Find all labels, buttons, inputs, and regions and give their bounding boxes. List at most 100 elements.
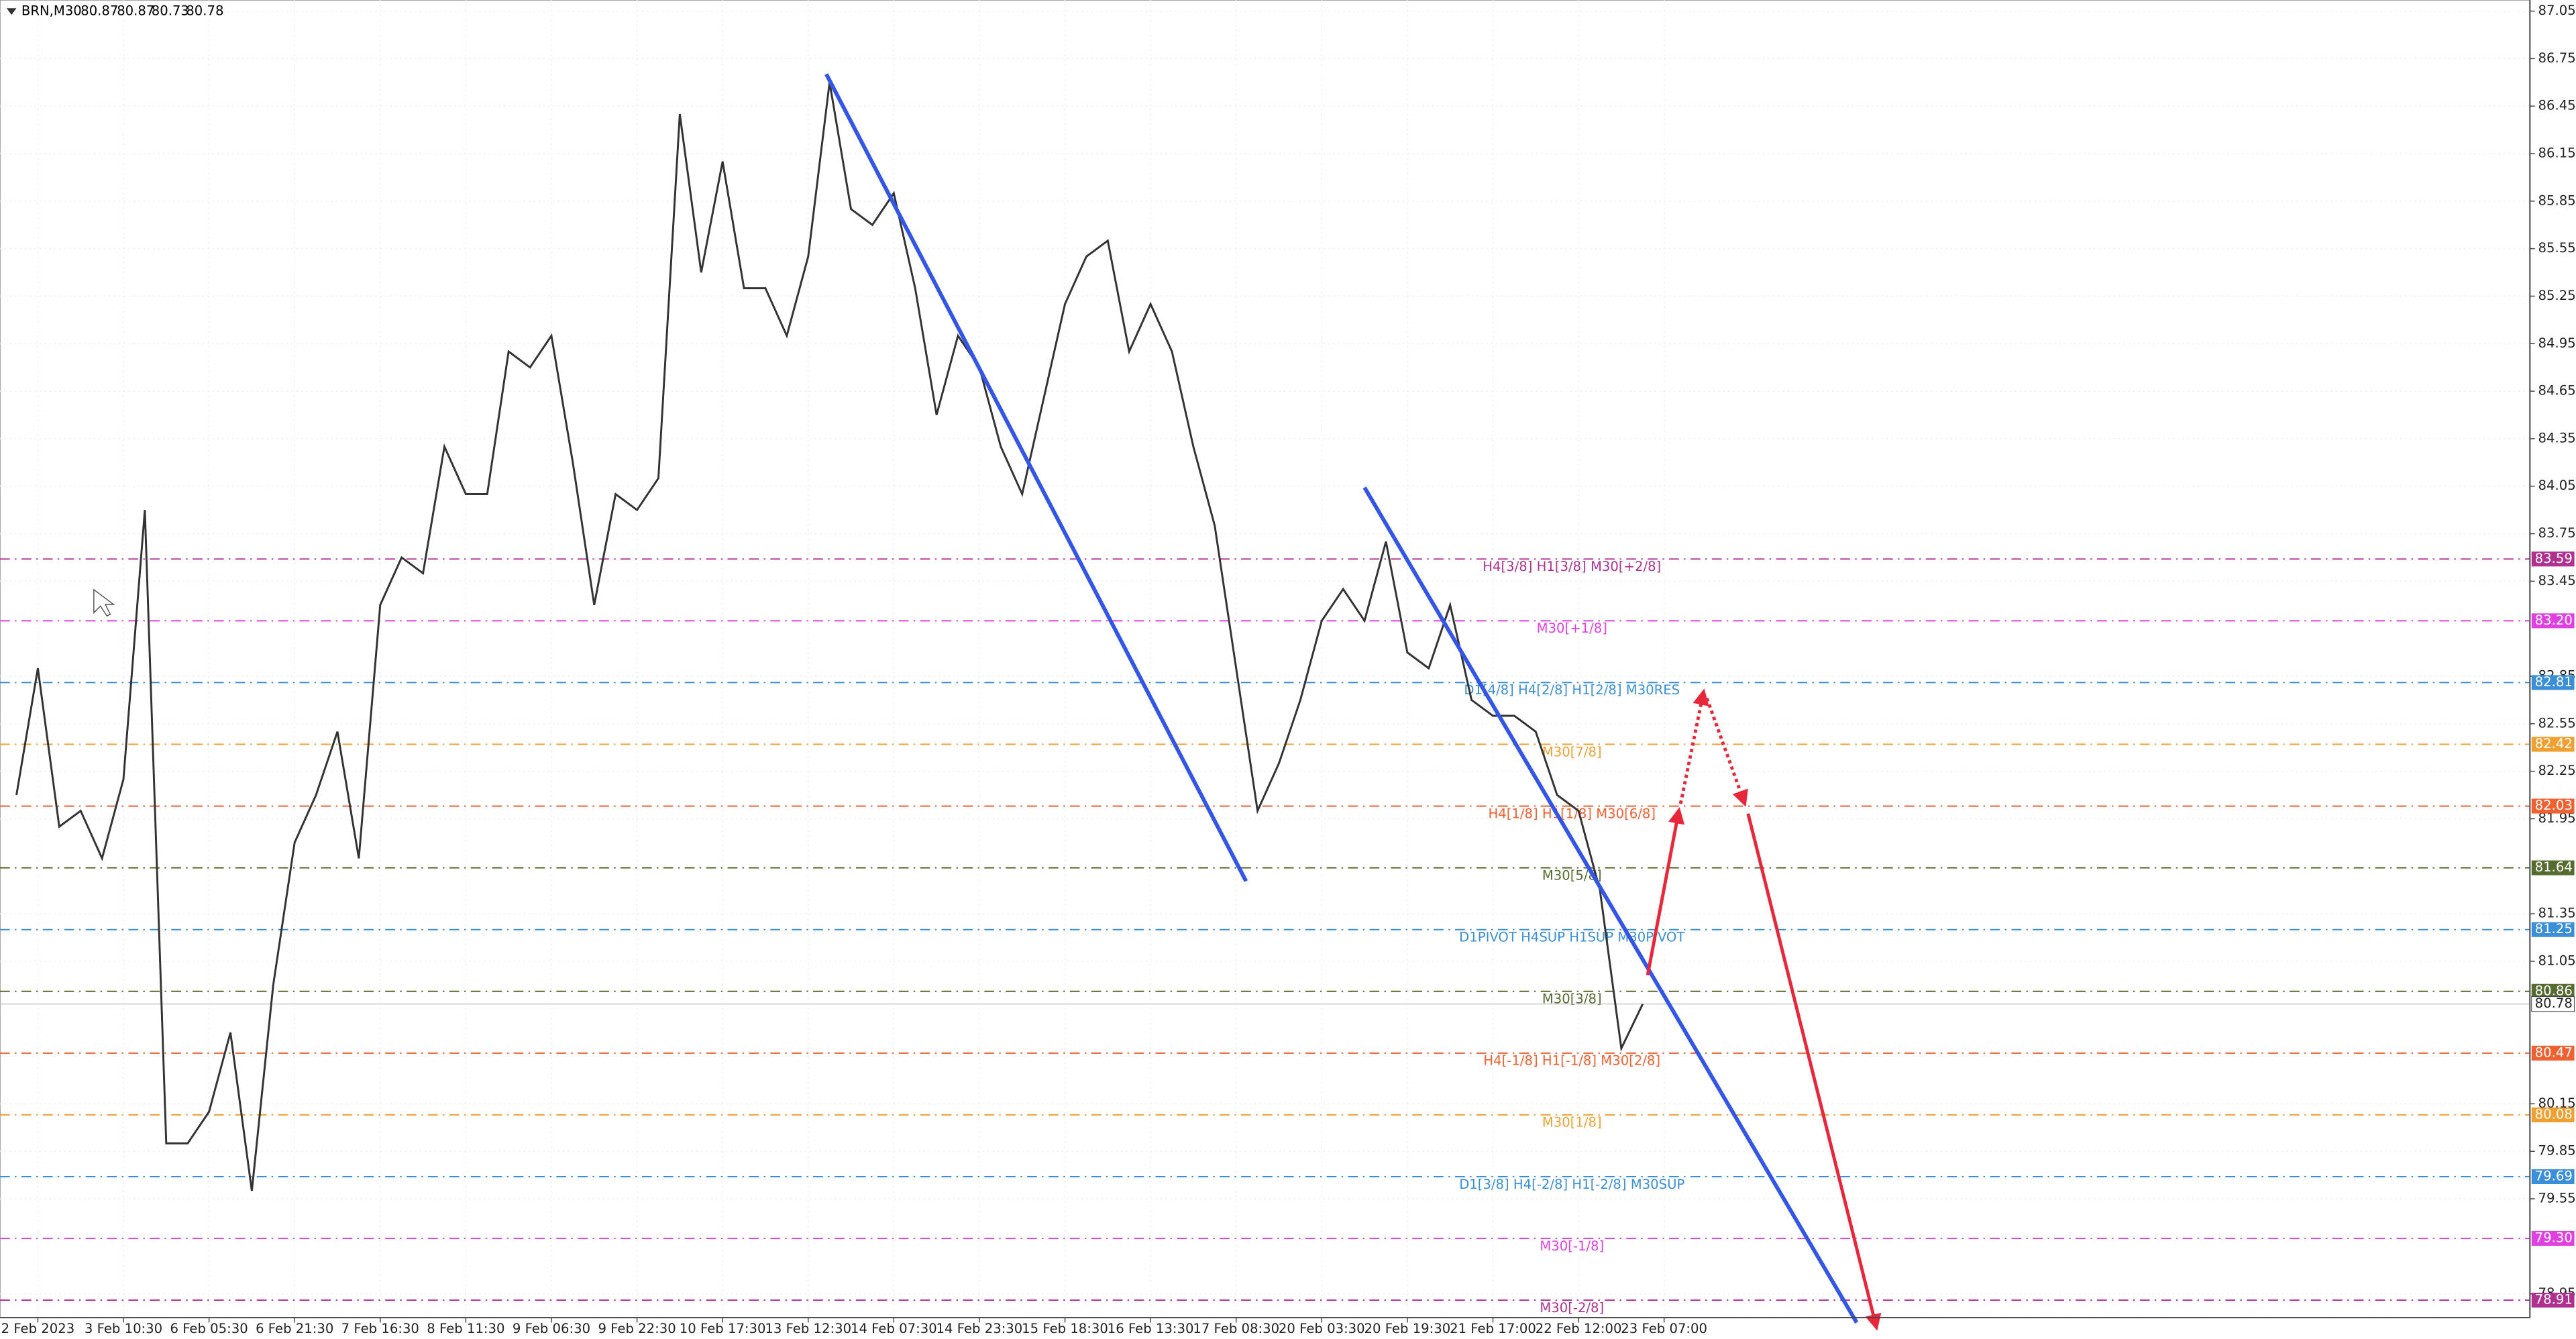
x-tick-label: 21 Feb 17:00 [1450,1321,1536,1336]
x-tick-label: 17 Feb 08:30 [1193,1321,1279,1336]
y-tick-label: 82.55 [2538,715,2576,731]
level-label: M30[-1/8] [1540,1238,1604,1254]
level-price-box [2531,613,2575,629]
price-box [2531,996,2575,1012]
level-price-box [2531,922,2575,937]
x-tick-label: 20 Feb 03:30 [1279,1321,1365,1336]
level-price-label: 80.86 [2535,983,2573,998]
trend-line [824,73,1248,882]
level-label: M30[5/8] [1542,867,1602,883]
annotations [93,73,1882,1331]
y-tick-label: 84.65 [2538,383,2576,398]
y-tick-label: 85.85 [2538,193,2576,208]
y-tick-label: 81.05 [2538,953,2576,968]
y-tick-label: 79.85 [2538,1143,2576,1159]
level-label: D1[4/8] H4[2/8] H1[2/8] M30RES [1464,682,1680,698]
header: BRN,M30 80.87 80.87 80.73 80.78 [6,3,223,19]
y-tick-label: 81.95 [2538,810,2576,826]
y-tick-label: 84.35 [2538,430,2576,445]
grid [0,0,2530,1318]
level-price-label: 82.03 [2535,798,2573,813]
y-tick-label: 79.55 [2538,1191,2576,1206]
x-tick-label: 8 Feb 11:30 [427,1321,504,1336]
y-tick-label: 83.75 [2538,525,2576,541]
y-tick-label: 82.25 [2538,763,2576,778]
y-tick-label: 85.25 [2538,288,2576,303]
y-tick-label: 84.05 [2538,478,2576,493]
arrow [1746,813,1882,1331]
y-tick-label: 84.95 [2538,335,2576,351]
level-price-box [2531,1107,2575,1122]
ohlc-open: 80.87 [80,3,118,19]
x-tick-label: 14 Feb 23:30 [936,1321,1023,1336]
ohlc-close: 80.78 [186,3,223,19]
header-icon [6,8,17,15]
x-tick-label: 20 Feb 19:30 [1364,1321,1451,1336]
level-label: H4[1/8] H1[1/8] M30[6/8] [1489,806,1656,821]
level-price-label: 79.69 [2535,1168,2573,1183]
level-label: H4[3/8] H1[3/8] M30[+2/8] [1483,559,1661,574]
price-label: 80.78 [2535,996,2573,1011]
symbol: BRN,M30 [21,3,82,19]
level-label: D1[3/8] H4[-2/8] H1[-2/8] M30SUP [1459,1177,1684,1192]
arrow [1705,698,1748,807]
level-price-label: 80.47 [2535,1045,2573,1060]
x-tick-label: 9 Feb 22:30 [598,1321,676,1336]
x-tick-label: 22 Feb 12:00 [1536,1321,1622,1336]
x-tick-label: 15 Feb 18:30 [1022,1321,1108,1336]
cursor [93,588,115,617]
level-price-label: 78.91 [2535,1292,2573,1307]
level-price-box [2531,798,2575,814]
x-tick-label: 16 Feb 13:30 [1108,1321,1194,1336]
level-price-box [2531,551,2575,567]
level-price-label: 83.20 [2535,612,2573,628]
level-label: M30[3/8] [1542,992,1602,1007]
level-price-box [2531,1045,2575,1061]
arrow [1678,688,1709,804]
x-tick-label: 23 Feb 07:00 [1621,1321,1707,1336]
level-price-label: 83.59 [2535,551,2573,566]
x-tick-label: 7 Feb 16:30 [341,1321,419,1336]
level-price-box [2531,983,2575,999]
y-tick-label: 80.15 [2538,1095,2576,1111]
arrow [1646,807,1685,975]
x-tick-label: 3 Feb 10:30 [85,1321,162,1336]
y-tick-label: 86.45 [2538,98,2576,113]
plot-area [0,0,2531,1318]
level-label: M30[7/8] [1542,744,1602,759]
y-tick-label: 85.55 [2538,240,2576,256]
x-tick-label: 10 Feb 17:30 [680,1321,766,1336]
level-price-label: 81.64 [2535,859,2573,875]
y-tick-label: 81.35 [2538,906,2576,921]
y-tick-label: 87.05 [2538,3,2576,18]
level-price-label: 82.42 [2535,736,2573,751]
level-label: M30[+1/8] [1537,621,1607,636]
level-price-box [2531,675,2575,690]
ohlc-high: 80.87 [117,3,154,19]
level-price-label: 79.30 [2535,1230,2573,1246]
level-price-label: 81.25 [2535,921,2573,936]
level-label: M30[-2/8] [1540,1300,1604,1316]
x-tick-label: 14 Feb 07:30 [851,1321,937,1336]
level-price-box [2531,737,2575,752]
ohlc-low: 80.73 [152,3,189,19]
level-price-label: 80.08 [2535,1106,2573,1122]
level-price-box [2531,1169,2575,1185]
levels: H4[3/8] H1[3/8] M30[+2/8] M30[+1/8] D1[4/8… [0,558,2530,1316]
x-tick-label: 6 Feb 21:30 [256,1321,333,1336]
level-label: D1PIVOT H4SUP H1SUP M30PIVOT [1459,929,1685,945]
x-tick-label: 13 Feb 12:30 [765,1321,851,1336]
level-price-box [2531,860,2575,875]
level-price-label: 82.81 [2535,674,2573,690]
level-price-box [2531,1293,2575,1308]
x-tick-label: 9 Feb 06:30 [513,1321,590,1336]
level-label: M30[1/8] [1542,1115,1602,1130]
level-label: H4[-1/8] H1[-1/8] M30[2/8] [1483,1053,1660,1069]
level-price-box [2531,1231,2575,1246]
trend-line [1362,486,1859,1324]
x-tick-label: 2 Feb 2023 [1,1321,75,1336]
y-tick-label: 86.75 [2538,50,2576,66]
